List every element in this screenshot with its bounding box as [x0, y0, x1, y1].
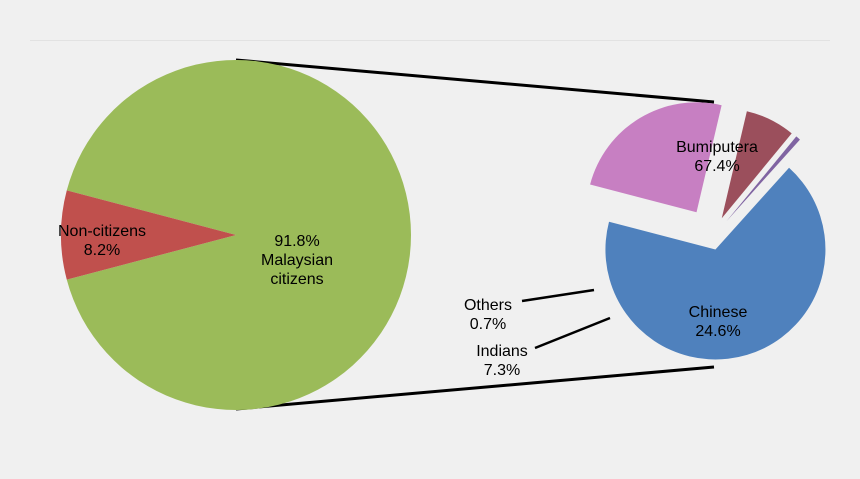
slice-non-citizens-8-2: [60, 190, 237, 280]
label-bumiputera: Bumiputera 67.4%: [676, 139, 758, 175]
slice-labels: 91.8% Malaysian citizens Non-citizens 8.2% Bu…: [58, 139, 758, 379]
label-indians: Indians 7.3%: [476, 343, 528, 379]
label-others: Others 0.7%: [464, 297, 512, 333]
slice-91-8-malaysian-citizens: [66, 59, 411, 410]
label-malaysian-citizens: 91.8% Malaysian citizens: [261, 233, 333, 288]
slice-chinese: [590, 102, 722, 213]
slice-others: [726, 136, 800, 222]
main-pie: [60, 59, 411, 410]
slice-bumiputera: [605, 167, 826, 360]
leader-indians: [534, 316, 611, 350]
connector-bottom: [235, 365, 715, 411]
label-non-citizens: Non-citizens 8.2%: [58, 223, 146, 259]
breakdown-pie: [590, 102, 826, 360]
slice-indians: [721, 111, 792, 219]
leader-others: [521, 288, 595, 303]
top-divider: [30, 40, 830, 41]
label-chinese: Chinese 24.6%: [689, 304, 748, 340]
connector-top: [235, 58, 715, 104]
